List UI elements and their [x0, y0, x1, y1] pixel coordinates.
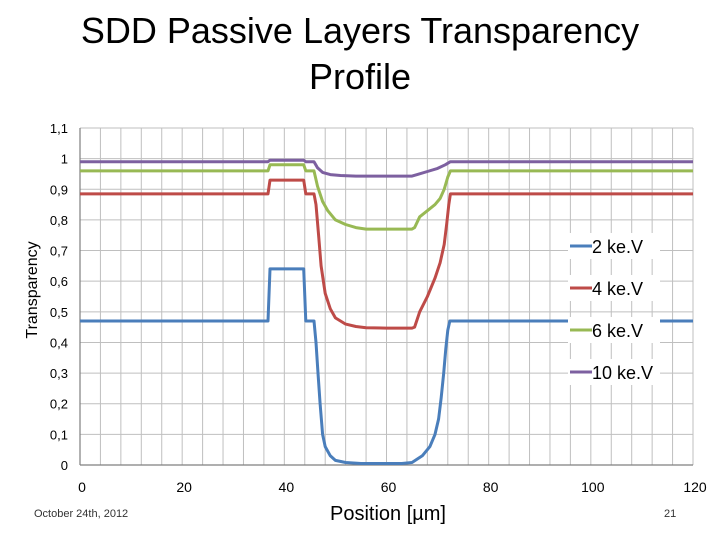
legend: 2 ke.V 4 ke.V 6 ke.V 10 ke.V	[568, 233, 660, 385]
y-tick-label: 0,7	[50, 244, 68, 259]
x-tick-label: 20	[176, 479, 192, 495]
y-tick-label: 0,1	[50, 427, 68, 442]
y-tick-label: 1	[61, 152, 68, 167]
series-lines	[80, 158, 693, 465]
legend-label: 6 ke.V	[592, 321, 643, 341]
x-tick-label: 100	[581, 479, 605, 495]
y-tick-label: 0,9	[50, 182, 68, 197]
x-tick-label: 0	[78, 479, 86, 495]
chart-title: SDD Passive Layers Transparency Profile	[60, 8, 660, 100]
x-tick-label: 120	[683, 479, 707, 495]
series-line-4	[80, 158, 693, 178]
y-tick-label: 1,1	[50, 121, 68, 136]
x-tick-label: 60	[381, 479, 397, 495]
x-tick-label: 80	[483, 479, 499, 495]
page-number: 21	[664, 508, 677, 520]
y-tick-label: 0,6	[50, 274, 68, 289]
series-line-1	[80, 267, 693, 465]
x-tick-label: 40	[279, 479, 295, 495]
legend-label: 10 ke.V	[592, 363, 653, 383]
y-tick-label: 0,3	[50, 366, 68, 381]
legend-label: 2 ke.V	[592, 237, 643, 257]
x-axis-label: Position [µm]	[330, 503, 446, 525]
tick-labels: 0 0,1 0,2 0,3 0,4 0,5 0,6 0,7 0,8 0,9 1 1,1 0 20 40 60 8…	[50, 121, 707, 495]
y-tick-label: 0,5	[50, 305, 68, 320]
y-tick-label: 0	[61, 458, 68, 473]
series-line-3	[80, 163, 693, 231]
chart-title-line-2: Profile	[308, 56, 412, 97]
y-tick-label: 0,8	[50, 213, 68, 228]
y-tick-label: 0,2	[50, 397, 68, 412]
legend-label: 4 ke.V	[592, 279, 643, 299]
y-tick-label: 0,4	[50, 335, 68, 350]
footer-date: October 24th, 2012	[34, 508, 129, 520]
series-line-2	[80, 178, 693, 330]
y-axis-label: Transparency	[24, 241, 41, 338]
chart-title-line-1: SDD Passive Layers Transparency	[80, 10, 640, 51]
